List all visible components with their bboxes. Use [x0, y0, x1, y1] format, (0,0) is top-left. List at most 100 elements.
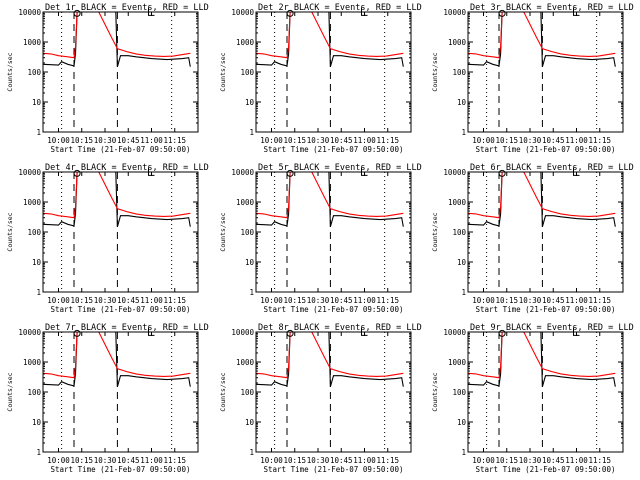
- y-axis-label: Counts/sec: [6, 212, 14, 251]
- chart-panel: 10:00 10:15 10:30 10:45 11:00 11:15 1 10 100 1000…: [431, 3, 634, 154]
- y-tick-label: 10: [32, 98, 42, 107]
- x-tick-label: 11:00: [353, 136, 376, 145]
- y-tick-label: 10: [245, 418, 255, 427]
- series-line-events: [43, 12, 191, 67]
- y-tick-label: 1000: [236, 358, 255, 367]
- chart-panel: 10:00 10:15 10:30 10:45 11:00 11:15 1 10 100 1000…: [431, 323, 634, 474]
- y-tick-label: 1: [36, 448, 41, 457]
- x-axis-label: Start Time (21-Feb-07 09:50:00): [51, 465, 191, 474]
- y-tick-label: 10: [245, 98, 255, 107]
- y-axis-label: Counts/sec: [6, 52, 14, 91]
- y-tick-label: 10: [32, 418, 42, 427]
- y-tick-label: 100: [452, 228, 466, 237]
- y-tick-label: 10: [457, 258, 467, 267]
- y-tick-label: 100: [240, 388, 254, 397]
- y-tick-label: 10000: [443, 168, 466, 177]
- x-tick-label: 10:45: [330, 296, 353, 305]
- y-tick-label: 10: [457, 98, 467, 107]
- y-tick-label: 10000: [443, 328, 466, 337]
- x-tick-label: 10:30: [94, 456, 117, 465]
- panel-title: Det 5r BLACK = Events, RED = LLD: [258, 163, 422, 173]
- plot-frame: [467, 331, 624, 453]
- series-line-events: [43, 172, 191, 227]
- x-tick-label: 11:00: [565, 456, 588, 465]
- x-tick-label: 10:45: [542, 456, 565, 465]
- x-tick-label: 10:30: [519, 136, 542, 145]
- y-tick-label: 1: [36, 288, 41, 297]
- x-tick-label: 10:15: [495, 136, 518, 145]
- x-tick-label: 10:15: [283, 296, 306, 305]
- x-axis-label: Start Time (21-Feb-07 09:50:00): [476, 145, 616, 154]
- bracket-marker: [148, 7, 155, 16]
- y-tick-label: 10000: [18, 8, 41, 17]
- circle-marker: [498, 9, 506, 17]
- series-line-lld: [468, 172, 616, 219]
- x-tick-label: 10:45: [330, 136, 353, 145]
- circle-marker: [498, 169, 506, 177]
- series-line-lld: [256, 172, 404, 219]
- x-tick-label: 10:00: [47, 136, 70, 145]
- y-axis-label: Counts/sec: [219, 212, 227, 251]
- y-tick-label: 1: [461, 288, 466, 297]
- x-tick-label: 10:15: [70, 296, 93, 305]
- y-tick-label: 1: [461, 448, 466, 457]
- panel-title: Det 4r BLACK = Events, RED = LLD: [45, 163, 209, 173]
- y-tick-label: 100: [27, 68, 41, 77]
- plot-frame: [42, 11, 199, 133]
- panel-title: Det 7r BLACK = Events, RED = LLD: [45, 323, 209, 333]
- circle-marker: [73, 329, 81, 337]
- x-tick-label: 10:15: [283, 456, 306, 465]
- panel-title: Det 1r BLACK = Events, RED = LLD: [45, 3, 209, 13]
- x-tick-label: 11:15: [163, 296, 186, 305]
- x-tick-label: 10:00: [47, 296, 70, 305]
- series-line-lld: [468, 332, 616, 379]
- panel-title: Det 8r BLACK = Events, RED = LLD: [258, 323, 422, 333]
- series-line-lld: [43, 12, 191, 59]
- x-tick-label: 10:00: [472, 456, 495, 465]
- x-tick-label: 10:45: [542, 136, 565, 145]
- circle-marker: [73, 169, 81, 177]
- x-tick-label: 10:45: [117, 296, 140, 305]
- panel-title: Det 6r BLACK = Events, RED = LLD: [470, 163, 634, 173]
- series-line-events: [468, 332, 616, 387]
- panel-title: Det 9r BLACK = Events, RED = LLD: [470, 323, 634, 333]
- y-tick-label: 100: [240, 228, 254, 237]
- y-tick-label: 1000: [23, 38, 42, 47]
- x-tick-label: 11:00: [565, 136, 588, 145]
- y-tick-label: 10000: [231, 8, 254, 17]
- chart-panel: 10:00 10:15 10:30 10:45 11:00 11:15 1 10 100 1000…: [219, 323, 422, 474]
- x-axis-label: Start Time (21-Feb-07 09:50:00): [51, 305, 191, 314]
- y-tick-label: 10: [32, 258, 42, 267]
- y-tick-label: 10000: [231, 168, 254, 177]
- panel-title: Det 3r BLACK = Events, RED = LLD: [470, 3, 634, 13]
- y-axis-label: Counts/sec: [431, 212, 439, 251]
- y-tick-label: 10: [457, 418, 467, 427]
- y-tick-label: 1: [249, 128, 254, 137]
- x-tick-label: 11:15: [376, 136, 399, 145]
- x-tick-label: 10:00: [260, 136, 283, 145]
- y-tick-label: 100: [240, 68, 254, 77]
- x-tick-label: 11:15: [163, 136, 186, 145]
- x-tick-label: 10:15: [283, 136, 306, 145]
- series-line-lld: [43, 332, 191, 379]
- circle-marker: [286, 169, 294, 177]
- x-tick-label: 10:00: [47, 456, 70, 465]
- series-line-events: [468, 172, 616, 227]
- y-tick-label: 1000: [23, 358, 42, 367]
- x-tick-label: 10:30: [94, 296, 117, 305]
- x-tick-label: 10:45: [117, 456, 140, 465]
- x-tick-label: 11:15: [163, 456, 186, 465]
- x-tick-label: 11:00: [140, 296, 163, 305]
- x-tick-label: 10:00: [472, 296, 495, 305]
- x-tick-label: 10:30: [307, 136, 330, 145]
- y-axis-label: Counts/sec: [6, 372, 14, 411]
- series-line-events: [256, 332, 404, 387]
- chart-panel: 10:00 10:15 10:30 10:45 11:00 11:15 1 10 100 1000…: [6, 323, 209, 474]
- plot-frame: [255, 331, 412, 453]
- x-tick-label: 10:30: [307, 296, 330, 305]
- x-axis-label: Start Time (21-Feb-07 09:50:00): [264, 145, 404, 154]
- x-axis-label: Start Time (21-Feb-07 09:50:00): [476, 465, 616, 474]
- y-tick-label: 100: [452, 68, 466, 77]
- plot-frame: [467, 11, 624, 133]
- y-tick-label: 100: [27, 228, 41, 237]
